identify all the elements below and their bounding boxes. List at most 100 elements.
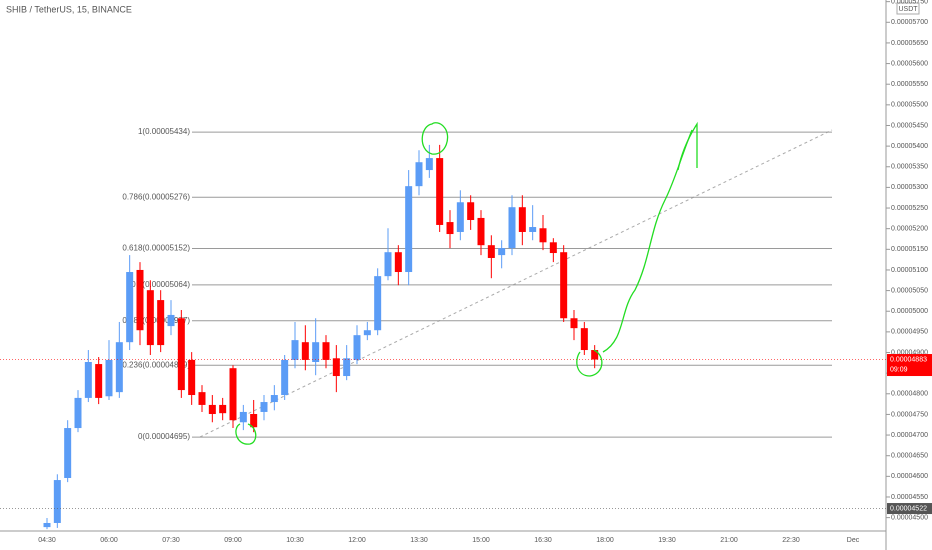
- fib-label: 0.618(0.00005152): [122, 244, 190, 253]
- y-tick-label: 0.00004550: [891, 494, 928, 501]
- candle-body: [477, 217, 485, 246]
- annotations: [235, 121, 698, 445]
- y-tick-label: 0.00005150: [891, 246, 928, 253]
- candle-body: [115, 342, 123, 393]
- y-tick-label: 0.00005500: [891, 102, 928, 109]
- circle-high: [421, 122, 449, 155]
- candle-body: [43, 522, 51, 528]
- arrow-head: [677, 121, 698, 171]
- candle-body: [374, 276, 382, 331]
- candle-body: [539, 228, 547, 243]
- candle-body: [126, 272, 134, 343]
- candle-body: [270, 395, 278, 403]
- y-tick-label: 0.00004750: [891, 411, 928, 418]
- fib-label: 0(0.00004695): [138, 432, 190, 441]
- candle-body: [415, 162, 423, 187]
- y-tick-label: 0.00004700: [891, 432, 928, 439]
- candle-body: [64, 428, 72, 478]
- y-tick-label: 0.00005600: [891, 60, 928, 67]
- candle-body: [188, 359, 196, 396]
- candle-body: [518, 207, 526, 232]
- y-tick-label: 0.00004500: [891, 514, 928, 521]
- chart-title: SHIB / TetherUS, 15, BINANCE: [6, 4, 132, 14]
- x-tick-label: 04:30: [38, 537, 56, 544]
- candle-body: [508, 207, 516, 249]
- circle-low: [235, 423, 257, 445]
- circle-current: [576, 349, 603, 377]
- y-tick-label: 0.00005350: [891, 164, 928, 171]
- candle-body: [74, 397, 82, 429]
- x-tick-label: 21:00: [720, 537, 738, 544]
- candle-body: [291, 340, 299, 360]
- currency: USDT: [898, 6, 918, 13]
- candle-body: [394, 252, 402, 273]
- candle-body: [301, 342, 309, 360]
- candle-body: [136, 269, 144, 331]
- x-tick-label: 16:30: [534, 537, 552, 544]
- candle-body: [405, 186, 413, 273]
- y-tick-label: 0.00005450: [891, 122, 928, 129]
- y-tick-label: 0.00005250: [891, 205, 928, 212]
- y-tick-label: 0.00004650: [891, 453, 928, 460]
- candle-body: [446, 222, 454, 235]
- x-tick-label: Dec: [847, 537, 860, 544]
- candle-body: [549, 242, 557, 254]
- price-label: 0.00004883: [890, 356, 927, 363]
- currency-box: [896, 2, 920, 15]
- candle-body: [322, 342, 330, 360]
- candle-body: [167, 314, 175, 327]
- candle-body: [570, 318, 578, 329]
- fib-label: 1(0.00005434): [138, 127, 190, 136]
- fib-label: 0.5(0.00005064): [131, 280, 190, 289]
- y-tick-label: 0.00005300: [891, 184, 928, 191]
- candle-body: [157, 300, 165, 346]
- fib-label: 0.236(0.00004869): [122, 360, 190, 369]
- price-box: [887, 354, 932, 377]
- candle-body: [239, 411, 247, 423]
- candle-body: [198, 392, 206, 405]
- x-tick-label: 09:00: [224, 537, 242, 544]
- candle-body: [363, 330, 371, 336]
- marks: 1(0.00005434) 0.786(0.00005276) 0.618(0.00…: [43, 127, 832, 530]
- y-tick-label: 0.00005550: [891, 81, 928, 88]
- candle-body: [312, 342, 320, 363]
- y-tick-label: 0.00005050: [891, 287, 928, 294]
- x-tick-label: 13:30: [410, 537, 428, 544]
- candle-body: [591, 350, 599, 360]
- x-tick-label: 22:30: [782, 537, 800, 544]
- candle-body: [250, 414, 258, 428]
- candle-body: [53, 480, 61, 523]
- candle-body: [436, 158, 444, 225]
- projection-curve: [602, 129, 693, 353]
- x-tick-label: 10:30: [286, 537, 304, 544]
- candle-body: [229, 368, 237, 421]
- x-tick-label: 18:00: [596, 537, 614, 544]
- y-tick-label: 0.00005100: [891, 267, 928, 274]
- candle-body: [498, 248, 506, 256]
- y-tick-label: 0.00004600: [891, 473, 928, 480]
- y-tick-label: 0.00005650: [891, 40, 928, 47]
- candle-body: [467, 202, 475, 221]
- candle-body: [560, 252, 568, 319]
- candle-body: [177, 318, 185, 391]
- y-tick-label: 0.00004900: [891, 349, 928, 356]
- price-label: 0.00004522: [890, 505, 927, 512]
- y-tick-label: 0.00004950: [891, 329, 928, 336]
- candle-body: [580, 328, 588, 351]
- candle-body: [219, 404, 227, 414]
- candle-body: [487, 245, 495, 258]
- y-tick-label: 0.00005400: [891, 143, 928, 150]
- candle-body: [384, 252, 392, 277]
- y-tick-label: 0.00005200: [891, 226, 928, 233]
- candle-body: [281, 359, 289, 396]
- x-tick-label: 19:30: [658, 537, 676, 544]
- fib-label: 0.382(0.00004977): [122, 316, 190, 325]
- price-box: [887, 503, 932, 515]
- x-tick-label: 07:30: [162, 537, 180, 544]
- x-tick-label: 12:00: [348, 537, 366, 544]
- fib-label: 0.786(0.00005276): [122, 192, 190, 201]
- candle-body: [146, 290, 154, 346]
- candle-body: [456, 202, 464, 232]
